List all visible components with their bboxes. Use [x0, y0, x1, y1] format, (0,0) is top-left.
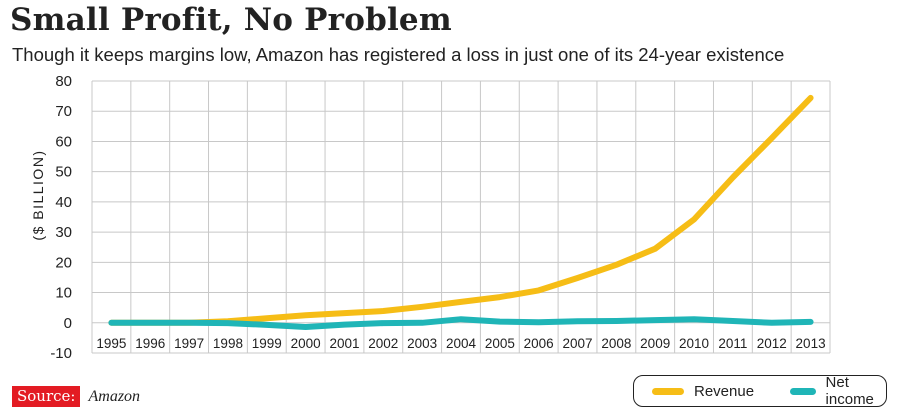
- x-tick-label: 2000: [291, 336, 321, 351]
- x-tick-label: 2005: [485, 336, 515, 351]
- source-credit: Source: Amazon: [12, 386, 140, 407]
- y-tick-label: 40: [55, 194, 72, 211]
- x-tick-label: 2010: [679, 336, 709, 351]
- x-tick-label: 2011: [718, 336, 747, 351]
- y-axis-ticks: -10 0 10 20 30 40 50 60 70 80: [50, 73, 72, 362]
- chart-legend: Revenue Net income: [633, 374, 887, 408]
- x-tick-label: 2002: [368, 336, 398, 351]
- legend-label-revenue: Revenue: [694, 382, 755, 400]
- x-tick-label: 1995: [96, 336, 126, 351]
- series-line-net-income: [108, 316, 814, 330]
- y-tick-label: -10: [50, 345, 72, 362]
- x-tick-label: 2001: [329, 336, 359, 351]
- y-tick-label: 60: [55, 133, 72, 150]
- x-tick-label: 1997: [174, 336, 204, 351]
- x-tick-label: 2009: [640, 336, 670, 351]
- x-tick-label: 1999: [252, 336, 282, 351]
- x-tick-label: 2006: [524, 336, 554, 351]
- x-tick-label: 2008: [601, 336, 631, 351]
- x-tick-label: 1996: [135, 336, 165, 351]
- legend-label-net-income: Net income: [825, 374, 874, 408]
- y-tick-label: 50: [55, 164, 72, 181]
- series: [108, 94, 814, 330]
- chart-title: Small Profit, No Problem: [10, 2, 452, 38]
- y-tick-label: 0: [64, 315, 72, 332]
- y-tick-label: 80: [55, 73, 72, 90]
- y-tick-label: 30: [55, 224, 72, 241]
- x-tick-label: 2004: [446, 336, 477, 351]
- x-axis-ticks: 1995 1996 1997 1998 1999 2000 2001 2002 2003 2004…: [96, 336, 825, 351]
- y-axis-label: ($ BILLION): [30, 149, 46, 240]
- y-tick-label: 70: [55, 103, 72, 120]
- legend-swatch-net-income: [790, 387, 816, 395]
- legend-item-revenue: Revenue: [652, 383, 754, 400]
- x-tick-label: 2012: [757, 336, 787, 351]
- legend-item-net-income: Net income: [790, 374, 886, 408]
- chart-subtitle: Though it keeps margins low, Amazon has …: [12, 44, 785, 65]
- source-value: Amazon: [88, 387, 141, 405]
- x-tick-label: 2003: [407, 336, 437, 351]
- y-tick-label: 10: [55, 285, 72, 302]
- grid: [91, 80, 831, 354]
- legend-swatch-revenue: [652, 387, 684, 395]
- y-tick-label: 20: [55, 254, 72, 271]
- x-tick-label: 1998: [213, 336, 243, 351]
- x-tick-label: 2013: [796, 336, 826, 351]
- series-line-revenue: [108, 94, 814, 326]
- source-label: Source:: [12, 386, 81, 407]
- x-tick-label: 2007: [563, 336, 593, 351]
